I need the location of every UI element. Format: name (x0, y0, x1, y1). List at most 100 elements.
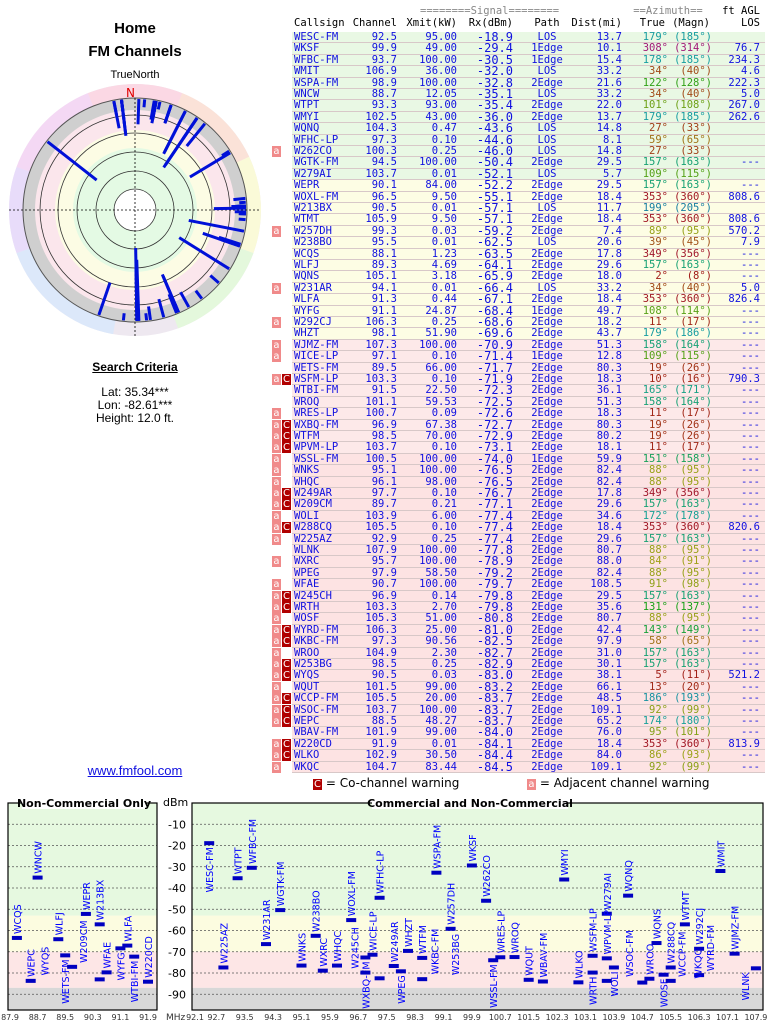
table-row[interactable] (292, 385, 765, 397)
station-label: WXRC (319, 938, 330, 967)
adjacent-legend-icon: a (527, 779, 536, 790)
table-row[interactable] (292, 545, 765, 557)
table-row[interactable] (292, 77, 765, 89)
table-row[interactable] (292, 681, 765, 694)
xmit-power: 0.10 (431, 373, 457, 385)
azimuth-true: 88° (649, 464, 668, 477)
azimuth-magnetic: (360°) (674, 521, 712, 534)
distance: 10.1 (596, 42, 622, 55)
table-row[interactable] (292, 431, 765, 443)
station-marker (115, 946, 126, 951)
channel: 98.5 (371, 658, 397, 670)
table-row[interactable] (292, 328, 765, 340)
table-row[interactable] (292, 738, 765, 751)
table-row[interactable] (292, 32, 765, 44)
table-row[interactable] (292, 704, 765, 716)
table-row[interactable] (292, 636, 765, 648)
table-row[interactable] (292, 476, 765, 488)
azimuth-magnetic: (360°) (674, 293, 712, 306)
station-bearing-line (112, 100, 119, 116)
station-label: WXBQ-FM (361, 961, 372, 1008)
channel: 91.1 (371, 304, 397, 317)
table-row[interactable] (292, 168, 765, 181)
table-row[interactable] (292, 351, 765, 363)
table-row[interactable] (292, 260, 765, 272)
co-channel-warning-icon: C (282, 602, 291, 613)
azimuth-true: 2° (655, 270, 668, 283)
table-row[interactable] (292, 659, 765, 671)
table-row[interactable] (292, 567, 765, 580)
los-agl: --- (741, 327, 760, 340)
table-row[interactable] (292, 54, 765, 67)
path: 2Edge (531, 418, 563, 431)
table-row[interactable] (292, 761, 765, 773)
azimuth-true: 19° (649, 418, 668, 431)
table-row[interactable] (292, 100, 765, 112)
table-row[interactable] (292, 66, 765, 78)
table-row[interactable] (292, 111, 765, 124)
table-row[interactable] (292, 339, 765, 352)
table-row[interactable] (292, 89, 765, 101)
path: 2Edge (531, 76, 563, 89)
table-row[interactable] (292, 522, 765, 534)
table-row[interactable] (292, 237, 765, 249)
callsign: WNCW (294, 88, 320, 100)
azimuth-magnetic: (26°) (680, 430, 712, 442)
adjacent-warning-icon: a (272, 738, 281, 750)
path: 2Edge (531, 99, 563, 112)
table-row[interactable] (292, 510, 765, 523)
station-label: W249AR (390, 921, 401, 962)
table-row[interactable] (292, 271, 765, 283)
table-row[interactable] (292, 134, 765, 146)
table-row[interactable] (292, 750, 765, 762)
path: LOS (537, 133, 557, 146)
los-agl: --- (741, 623, 760, 636)
table-row[interactable] (292, 465, 765, 477)
table-row[interactable] (292, 693, 765, 705)
table-row[interactable] (292, 727, 765, 739)
path: 2Edge (531, 224, 563, 237)
table-row[interactable] (292, 442, 765, 454)
table-row[interactable] (292, 613, 765, 625)
table-row[interactable] (292, 123, 765, 135)
table-row[interactable] (292, 419, 765, 431)
table-row[interactable] (292, 43, 765, 55)
xmit-power: 0.03 (431, 224, 457, 237)
table-row[interactable] (292, 317, 765, 329)
table-row[interactable] (292, 408, 765, 420)
table-row[interactable] (292, 488, 765, 500)
table-row[interactable] (292, 670, 765, 682)
table-row[interactable] (292, 590, 765, 602)
table-row[interactable] (292, 362, 765, 374)
table-row[interactable] (292, 602, 765, 614)
co-channel-warning-icon: C (282, 750, 291, 762)
table-row[interactable] (292, 225, 765, 238)
table-row[interactable] (292, 533, 765, 545)
table-row[interactable] (292, 294, 765, 306)
table-row[interactable] (292, 282, 765, 295)
table-row[interactable] (292, 305, 765, 317)
table-row[interactable] (292, 716, 765, 728)
table-row[interactable] (292, 374, 765, 386)
table-row[interactable] (292, 396, 765, 409)
station-marker (417, 977, 428, 982)
table-row[interactable] (292, 157, 765, 169)
callsign: WOXL-FM (294, 190, 339, 203)
table-row[interactable] (292, 214, 765, 226)
table-row[interactable] (292, 556, 765, 568)
table-row[interactable] (292, 180, 765, 192)
table-row[interactable] (292, 499, 765, 511)
station-marker (296, 963, 307, 968)
table-row[interactable] (292, 146, 765, 158)
table-row[interactable] (292, 579, 765, 591)
station-marker (644, 976, 655, 981)
callsign: WICE-LP (294, 350, 339, 363)
table-row[interactable] (292, 191, 765, 203)
table-row[interactable] (292, 203, 765, 215)
station-marker (403, 948, 413, 953)
table-row[interactable] (292, 624, 765, 637)
table-row[interactable] (292, 453, 765, 466)
table-row[interactable] (292, 248, 765, 260)
fmfool-link[interactable]: www.fmfool.com (87, 763, 183, 778)
table-row[interactable] (292, 647, 765, 659)
